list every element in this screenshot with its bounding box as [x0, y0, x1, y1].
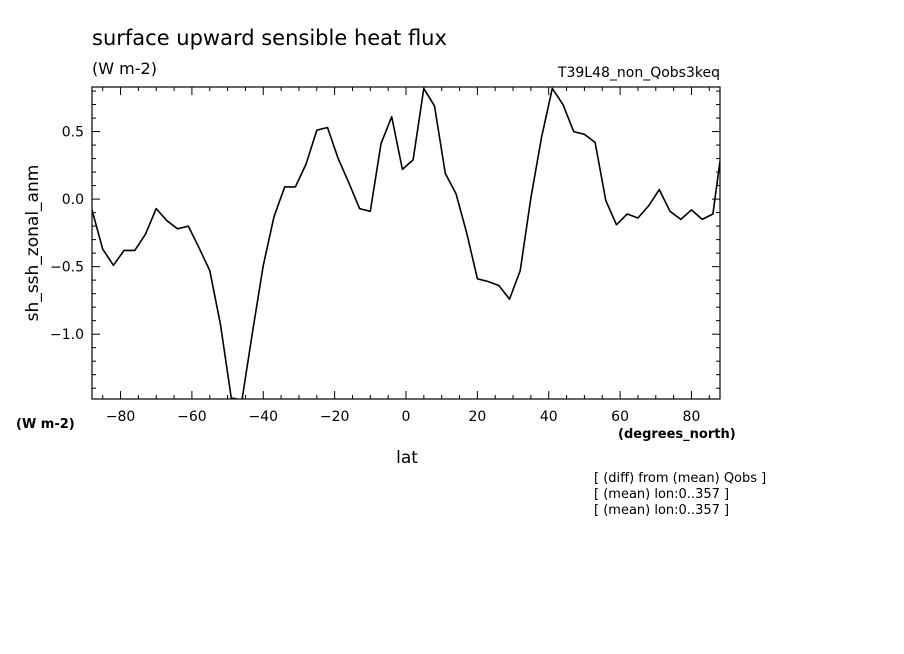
y-axis-label: sh_ssh_zonal_anm [23, 165, 43, 322]
note-line: [ (mean) lon:0..357 ] [594, 503, 729, 518]
x-tick-label: −80 [106, 409, 136, 425]
units-label: (W m-2) [92, 59, 157, 78]
chart-title: surface upward sensible heat flux [92, 26, 447, 50]
series-group [92, 87, 720, 399]
y-axis-units: (W m-2) [16, 417, 75, 432]
x-tick-label: 60 [611, 409, 629, 425]
x-ticks: −80 −60 −40 −20 0 20 40 60 80 [102, 87, 710, 425]
note-line: [ (mean) lon:0..357 ] [594, 487, 729, 502]
x-axis-label: lat [396, 448, 418, 468]
x-tick-label: 40 [540, 409, 558, 425]
x-tick-label: 0 [402, 409, 411, 425]
y-ticks: 0.5 0.0 −0.5 −1.0 [50, 90, 720, 389]
run-label: T39L48_non_Qobs3keq [557, 65, 720, 81]
series-line [92, 87, 720, 399]
x-tick-label: −60 [177, 409, 207, 425]
x-tick-label: 80 [683, 409, 701, 425]
y-tick-label: 0.5 [62, 125, 84, 141]
y-tick-label: 0.0 [62, 192, 84, 208]
plot-frame [91, 86, 721, 400]
x-tick-label: 20 [468, 409, 486, 425]
y-tick-label: −1.0 [50, 327, 84, 343]
y-tick-label: −0.5 [50, 260, 84, 276]
note-line: [ (diff) from (mean) Qobs ] [594, 471, 766, 486]
x-tick-label: −40 [248, 409, 278, 425]
x-axis-units: (degrees_north) [618, 427, 736, 442]
x-tick-label: −20 [320, 409, 350, 425]
